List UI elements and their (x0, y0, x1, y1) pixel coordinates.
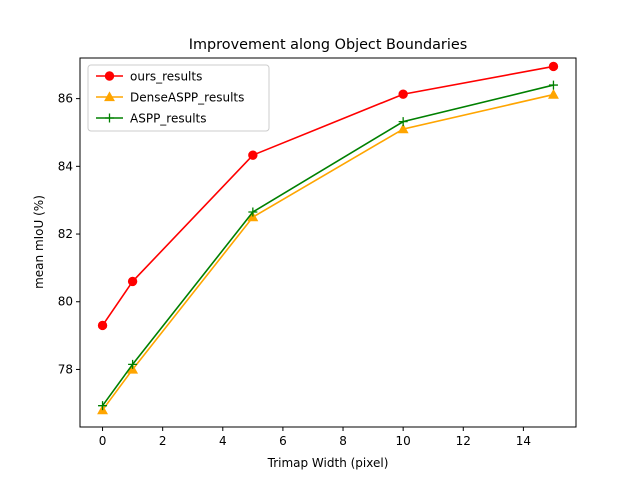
y-tick-label: 82 (58, 227, 73, 241)
x-tick-label: 12 (456, 434, 471, 448)
data-point-ours_results (398, 89, 408, 99)
data-point-ASPP_results (128, 359, 138, 369)
y-tick-label: 84 (58, 159, 73, 173)
data-point-ours_results (127, 276, 138, 287)
axes-frame (79, 57, 577, 428)
series-ours_results (97, 61, 559, 331)
legend-label-ours_results: ours_results (130, 70, 202, 84)
data-point-DenseASPP_results (247, 211, 259, 222)
legend-box (87, 64, 270, 132)
x-tick-label: 0 (99, 434, 107, 448)
chart-title: Improvement along Object Boundaries (189, 37, 467, 53)
plot-area: 0 2 4 6 8 10 12 14 78 80 82 84 86 (58, 57, 577, 448)
legend-marker-DenseASPP_results (104, 91, 115, 102)
x-tick-label: 8 (339, 434, 347, 448)
x-tick-label: 2 (159, 434, 167, 448)
legend-marker-ours_results (104, 71, 115, 81)
y-tick-label: 78 (58, 362, 73, 376)
x-tick-label: 14 (516, 434, 531, 448)
y-tick-label: 80 (58, 295, 73, 309)
data-point-ours_results (97, 320, 108, 331)
data-point-DenseASPP_results (548, 88, 559, 99)
legend-label-ASPP_results: ASPP_results (130, 112, 207, 126)
x-axis-label: Trimap Width (pixel) (267, 456, 389, 470)
y-axis-label: mean mIoU (%) (32, 195, 46, 289)
data-point-ASPP_results (248, 207, 258, 217)
x-tick-label: 4 (219, 434, 227, 448)
data-point-ours_results (248, 150, 258, 160)
data-point-DenseASPP_results (127, 363, 139, 374)
x-tick-label: 6 (279, 434, 287, 448)
x-tick-label: 10 (396, 434, 411, 448)
data-point-DenseASPP_results (397, 123, 409, 134)
y-tick-label: 86 (58, 92, 73, 106)
data-point-ASPP_results (548, 80, 558, 90)
data-point-ASPP_results (398, 117, 408, 127)
data-point-ours_results (548, 61, 559, 72)
data-point-ASPP_results (98, 401, 108, 411)
series-ASPP_results (98, 80, 558, 411)
legend-label-DenseASPP_results: DenseASPP_results (130, 91, 244, 105)
legend: ours_results DenseASPP_results ASPP_result… (87, 64, 270, 132)
legend-marker-ASPP_results (105, 113, 114, 123)
